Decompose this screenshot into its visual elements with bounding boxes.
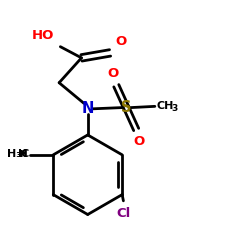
Text: HO: HO bbox=[32, 29, 54, 42]
Text: H: H bbox=[20, 150, 27, 159]
Text: H₃C: H₃C bbox=[7, 149, 29, 159]
Text: 3: 3 bbox=[171, 104, 177, 113]
Text: H: H bbox=[18, 149, 27, 159]
Text: S: S bbox=[121, 100, 132, 115]
Text: O: O bbox=[134, 135, 145, 148]
Text: CH: CH bbox=[157, 101, 174, 111]
Text: O: O bbox=[108, 67, 119, 80]
Text: O: O bbox=[116, 36, 127, 49]
Text: N: N bbox=[82, 101, 94, 116]
Text: Cl: Cl bbox=[116, 207, 130, 220]
